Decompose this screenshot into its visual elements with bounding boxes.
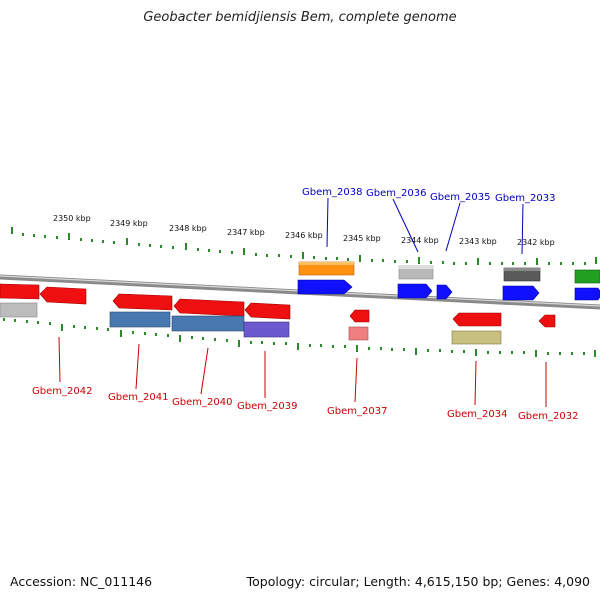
gene-label-gbem-2035[interactable]: Gbem_2035 <box>430 192 490 203</box>
bottom-leaders <box>58 336 547 407</box>
scale-label-2342: 2342 kbp <box>517 238 555 247</box>
gene-gbem-2034-arrow[interactable] <box>452 312 502 327</box>
gene-label-gbem-2037[interactable]: Gbem_2037 <box>327 406 387 417</box>
scale-label-2344: 2344 kbp <box>401 236 439 245</box>
gene-gbem-2040[interactable] <box>171 315 245 332</box>
gene-green[interactable] <box>574 269 600 284</box>
gene-arrow-blue[interactable] <box>397 283 433 299</box>
genome-summary-text: Topology: circular; Length: 4,615,150 bp… <box>246 574 590 589</box>
gene-gbem-2035[interactable] <box>436 284 453 300</box>
scale-label-2346: 2346 kbp <box>285 231 323 240</box>
gene-label-gbem-2041[interactable]: Gbem_2041 <box>108 392 168 403</box>
gene-label-gbem-2032[interactable]: Gbem_2032 <box>518 411 578 422</box>
gene-gbem-2041[interactable] <box>109 311 171 328</box>
gene-label-gbem-2038[interactable]: Gbem_2038 <box>302 187 362 198</box>
gene-label-gbem-2033[interactable]: Gbem_2033 <box>495 193 555 204</box>
gene-gbem-2040-arrow[interactable] <box>173 298 245 317</box>
genome-title: Geobacter bemidjiensis Bem, complete gen… <box>143 10 457 25</box>
gene-arrow-red[interactable] <box>0 283 40 300</box>
top-leaders <box>326 197 524 255</box>
reverse-genes <box>0 283 556 345</box>
scale-label-2343: 2343 kbp <box>459 237 497 246</box>
gene-arrow-blue[interactable] <box>502 285 540 301</box>
gene-label-gbem-2036[interactable]: Gbem_2036 <box>366 188 426 199</box>
accession-text: Accession: NC_011146 <box>10 574 153 589</box>
gene-gbem-2039-arrow[interactable] <box>244 302 291 320</box>
scale-label-2347: 2347 kbp <box>227 228 265 237</box>
gene-arrow-blue[interactable] <box>297 279 353 295</box>
lower-scale <box>3 318 596 357</box>
gene-label-gbem-2034[interactable]: Gbem_2034 <box>447 409 507 420</box>
gene-grey[interactable] <box>0 302 38 318</box>
gene-gbem-2034[interactable] <box>451 330 502 345</box>
scale-label-2350: 2350 kbp <box>53 214 91 223</box>
upper-scale <box>11 227 597 265</box>
forward-genes <box>297 261 600 301</box>
gene-gbem-2039[interactable] <box>243 321 290 338</box>
gene-gbem-2041-arrow[interactable] <box>112 293 173 311</box>
gene-gbem-2032-arrow[interactable] <box>538 314 556 328</box>
gene-gbem-2037-arrow[interactable] <box>349 309 370 323</box>
scale-label-2349: 2349 kbp <box>110 219 148 228</box>
gene-arrow-red[interactable] <box>39 286 87 305</box>
gene-label-gbem-2040[interactable]: Gbem_2040 <box>172 397 232 408</box>
gene-label-gbem-2042[interactable]: Gbem_2042 <box>32 386 92 397</box>
scale-label-2348: 2348 kbp <box>169 224 207 233</box>
gene-arrow-blue[interactable] <box>574 287 600 301</box>
scale-label-2345: 2345 kbp <box>343 234 381 243</box>
gene-gbem-2037[interactable] <box>348 326 369 341</box>
gene-label-gbem-2039[interactable]: Gbem_2039 <box>237 401 297 412</box>
